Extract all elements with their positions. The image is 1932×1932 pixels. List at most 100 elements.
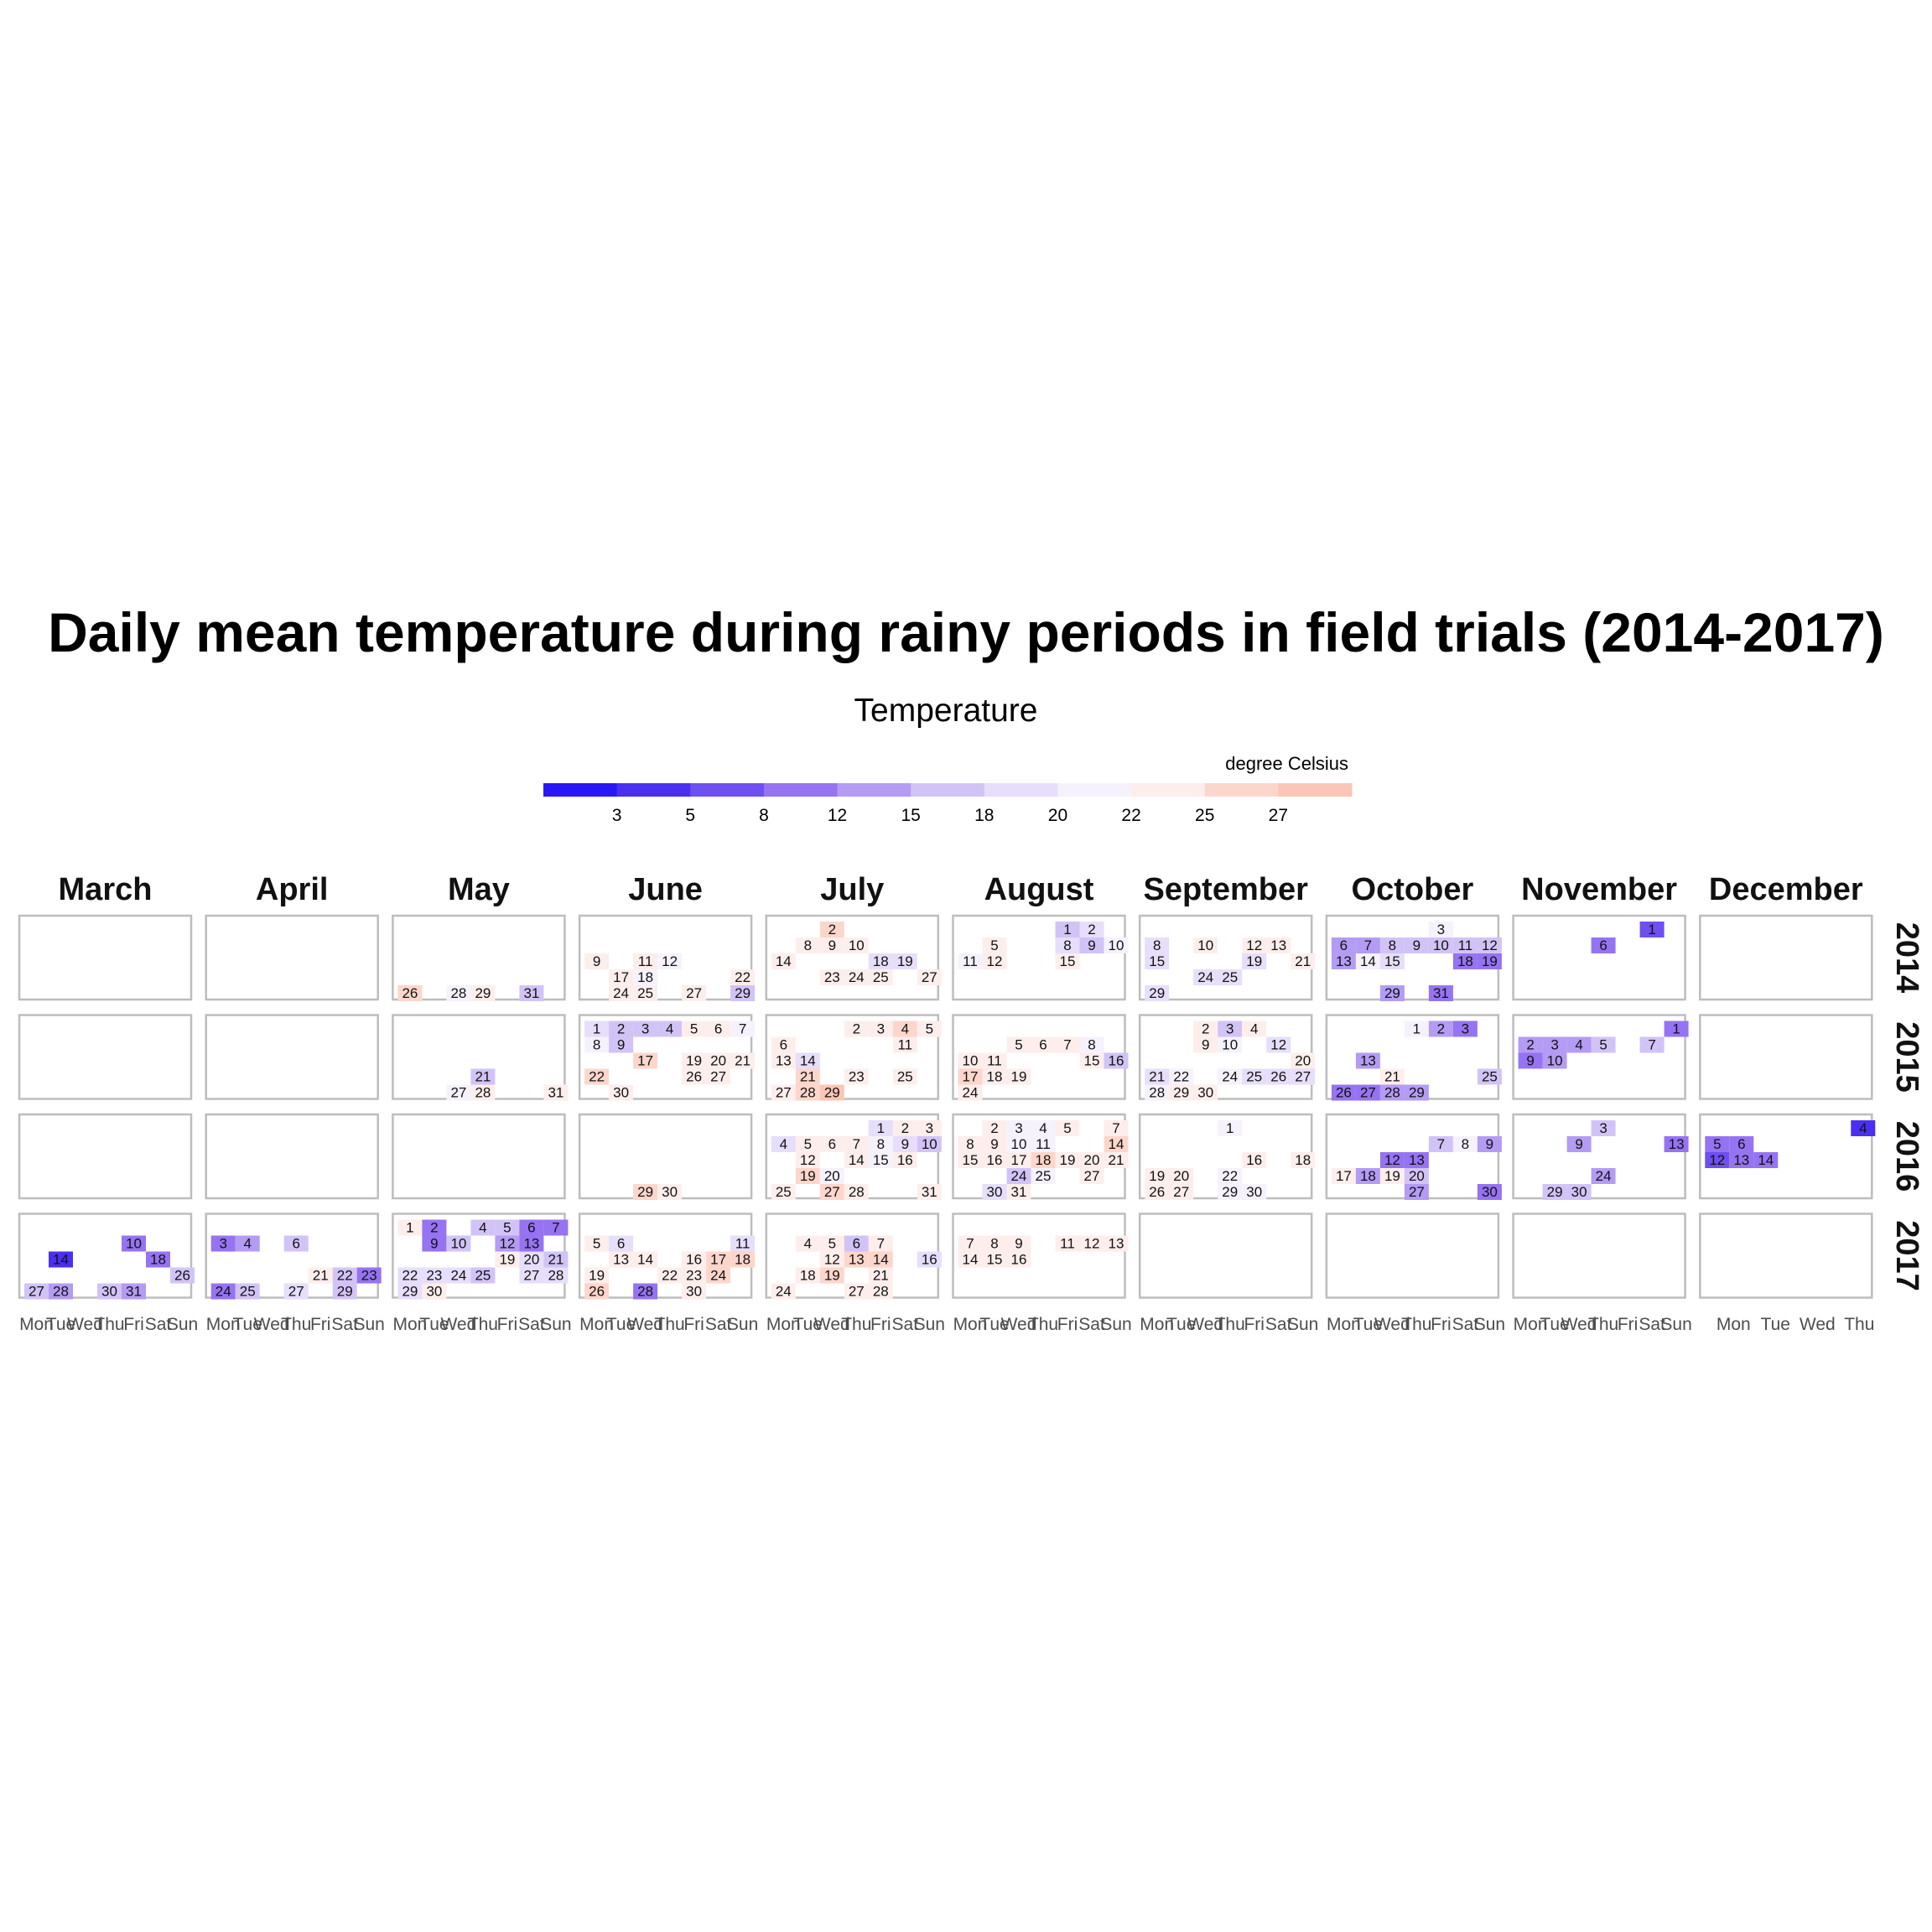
day-number-label: 24 xyxy=(710,1268,726,1284)
day-cell: 16 xyxy=(1104,1052,1129,1069)
day-cell: 12 xyxy=(819,1251,844,1268)
day-cell-fill xyxy=(584,953,610,969)
day-cell: 18 xyxy=(1452,953,1478,969)
legend-swatch-8 xyxy=(1131,783,1206,797)
day-cell-fill xyxy=(1477,1068,1502,1085)
day-cell: 17 xyxy=(609,969,634,985)
day-number-label: 8 xyxy=(990,1236,998,1252)
weekday-label-tue: Tue xyxy=(606,1315,636,1334)
day-number-label: 15 xyxy=(963,1152,979,1168)
day-number-label: 28 xyxy=(548,1268,564,1284)
day-cell: 13 xyxy=(1355,1052,1380,1069)
day-cell: 30 xyxy=(982,1184,1007,1200)
day-cell: 25 xyxy=(470,1267,496,1284)
day-cell-fill xyxy=(332,1267,357,1284)
weekday-label-sat: Sat xyxy=(1265,1315,1292,1334)
day-cell: 19 xyxy=(819,1267,844,1284)
day-cell-fill xyxy=(1291,1152,1316,1168)
day-cell: 11 xyxy=(1452,937,1478,953)
day-cell-fill xyxy=(1006,1168,1031,1184)
day-number-label: 3 xyxy=(877,1021,885,1037)
day-cell-fill xyxy=(609,985,634,1001)
day-cell-fill xyxy=(982,937,1007,953)
day-cell-fill xyxy=(1193,969,1218,985)
day-number-label: 15 xyxy=(1384,953,1400,969)
day-number-label: 27 xyxy=(1084,1168,1100,1184)
day-number-label: 6 xyxy=(853,1236,860,1252)
day-cell: 3 xyxy=(1428,922,1453,937)
day-cell-fill xyxy=(1428,985,1453,1001)
day-number-label: 11 xyxy=(897,1037,912,1053)
day-cell-fill xyxy=(1404,1184,1429,1200)
weekday-label-mon: Mon xyxy=(953,1315,988,1334)
day-cell: 12 xyxy=(1242,937,1267,953)
day-cell: 19 xyxy=(1242,953,1267,969)
day-cell-fill xyxy=(210,1235,236,1252)
day-number-label: 18 xyxy=(1295,1152,1311,1168)
day-cell: 27 xyxy=(283,1283,309,1300)
day-cell: 28 xyxy=(633,1283,658,1300)
day-number-label: 8 xyxy=(1389,937,1396,953)
day-cell: 31 xyxy=(519,985,544,1001)
day-cell-fill xyxy=(771,1052,796,1069)
panel-frame xyxy=(18,1113,193,1200)
day-number-label: 29 xyxy=(1547,1184,1563,1200)
day-number-label: 23 xyxy=(426,1268,442,1284)
day-cell-fill xyxy=(682,1052,707,1069)
day-cell: 31 xyxy=(122,1283,146,1300)
day-cell: 21 xyxy=(308,1267,333,1284)
panel-frame xyxy=(18,1014,193,1100)
day-number-label: 19 xyxy=(1246,953,1262,969)
day-cell: 12 xyxy=(657,953,683,969)
day-cell-fill xyxy=(1452,1136,1478,1152)
day-number-label: 22 xyxy=(1222,1168,1238,1184)
day-cell: 8 xyxy=(584,1036,610,1053)
day-cell-fill xyxy=(958,1235,983,1252)
day-cell-fill xyxy=(917,1184,942,1200)
day-cell-fill xyxy=(609,969,634,985)
day-cell: 21 xyxy=(1291,953,1316,969)
weekday-label-tue: Tue xyxy=(232,1315,262,1334)
day-cell: 2 xyxy=(1518,1036,1543,1053)
day-number-label: 27 xyxy=(450,1085,466,1101)
day-cell: 9 xyxy=(1477,1136,1502,1152)
day-cell-fill xyxy=(771,1036,796,1053)
panel-august-2017: 7 8 9 11 12 13 14 15 16 xyxy=(952,1213,1129,1299)
day-cell: 19 xyxy=(1055,1152,1080,1168)
legend-title: Temperature xyxy=(854,693,1038,729)
day-number-label: 29 xyxy=(637,1184,653,1200)
day-number-label: 30 xyxy=(426,1284,442,1300)
day-number-label: 6 xyxy=(780,1037,787,1053)
day-cell-fill xyxy=(917,969,942,985)
day-cell: 4 xyxy=(892,1021,917,1037)
legend-swatch-1 xyxy=(616,783,691,797)
day-number-label: 28 xyxy=(53,1284,69,1300)
day-number-label: 19 xyxy=(897,953,913,969)
day-cell-fill xyxy=(771,953,796,969)
day-cell: 4 xyxy=(1242,1021,1267,1037)
day-number-label: 10 xyxy=(963,1053,979,1069)
panel-june-2017: 5 6 11 13 14 16 17 18 19 22 23 24 26 28 30 xyxy=(578,1213,756,1300)
day-cell: 24 xyxy=(844,969,869,985)
legend-tick-label: 22 xyxy=(1121,806,1140,825)
panel-frame xyxy=(18,914,193,1001)
day-number-label: 12 xyxy=(824,1252,840,1268)
day-number-label: 5 xyxy=(1063,1120,1071,1136)
weekday-label-tue: Tue xyxy=(793,1315,823,1334)
day-cell: 30 xyxy=(609,1084,634,1101)
day-cell: 27 xyxy=(844,1283,869,1300)
day-cell-fill xyxy=(868,1152,893,1168)
day-cell-fill xyxy=(1104,1235,1129,1252)
day-cell: 5 xyxy=(584,1235,610,1252)
day-number-label: 27 xyxy=(1295,1069,1311,1085)
day-cell: 30 xyxy=(1242,1184,1267,1200)
day-number-label: 21 xyxy=(313,1268,329,1284)
day-number-label: 21 xyxy=(800,1069,816,1085)
day-cell-fill xyxy=(1193,937,1218,953)
day-cell: 24 xyxy=(1218,1068,1243,1085)
day-number-label: 17 xyxy=(1011,1152,1027,1168)
day-cell-fill xyxy=(1452,1021,1478,1037)
day-cell-fill xyxy=(1266,1068,1291,1085)
panel-frame xyxy=(205,1113,379,1200)
day-cell: 8 xyxy=(1055,937,1080,953)
